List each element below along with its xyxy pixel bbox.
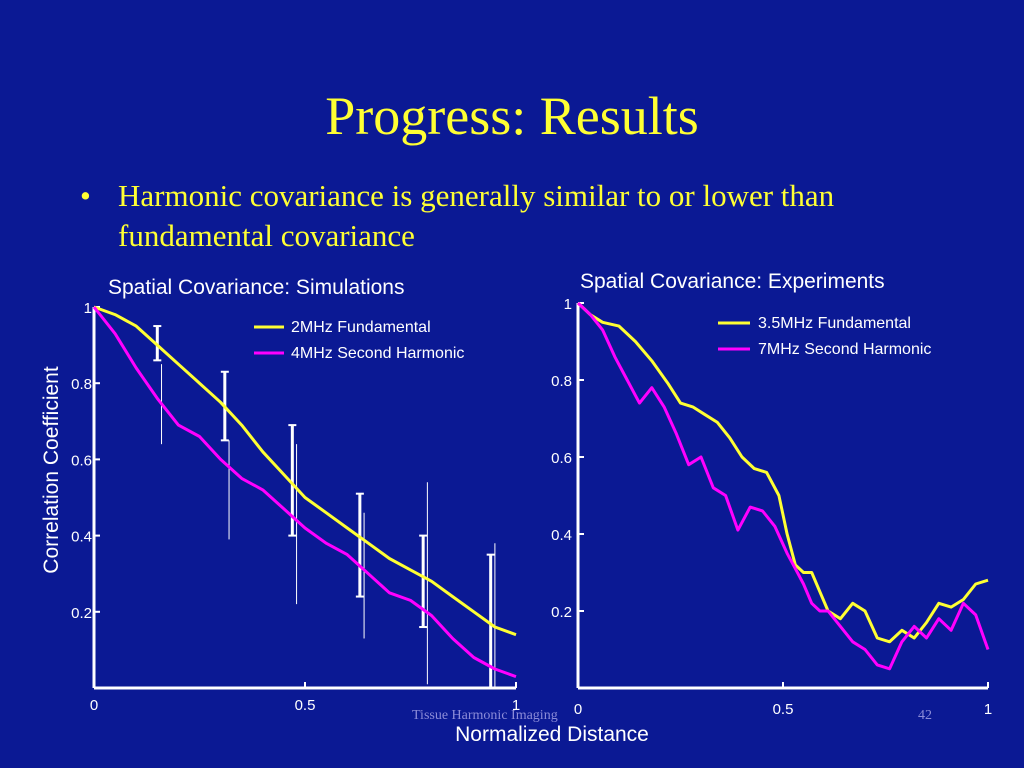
y-tick-label: 0.8 (71, 376, 92, 393)
chart-title-simulations: Spatial Covariance: Simulations (108, 276, 405, 299)
y-tick-label: 1 (564, 296, 572, 313)
y-tick-label: 0.6 (551, 450, 572, 467)
footer-title: Tissue Harmonic Imaging (412, 708, 558, 723)
y-tick-label: 0.2 (551, 604, 572, 621)
y-tick-label: 0.2 (71, 605, 92, 622)
x-tick-label: 0.5 (295, 697, 316, 714)
bullet-marker: • (80, 178, 91, 213)
y-axis-label: Correlation Coefficient (40, 366, 63, 574)
chart-title-experiments: Spatial Covariance: Experiments (580, 270, 885, 293)
series-line (92, 306, 517, 679)
series-line (93, 305, 517, 637)
x-axis-label: Normalized Distance (455, 723, 649, 746)
x-tick-label: 0 (574, 701, 582, 718)
chart-experiments: 0.2 0.4 0.6 0.8 1 0 0.5 1 3.5MHz Fundamental 7MHz… (551, 296, 992, 718)
x-tick-label: 1 (984, 701, 992, 718)
chart-simulations: 0.2 0.4 0.6 0.8 1 0 0.5 1 2MHz Fundamental 4MHz S… (71, 300, 520, 714)
y-tick-label: 0.4 (551, 527, 572, 544)
bullet-text: Harmonic covariance is generally similar… (118, 178, 835, 253)
legend-label: 4MHz Second Harmonic (291, 345, 464, 362)
y-tick-label: 0.4 (71, 529, 92, 546)
y-tick-label: 0.8 (551, 373, 572, 390)
page-number: 42 (918, 708, 932, 723)
slide-title: Progress: Results (325, 86, 699, 146)
x-tick-label: 1 (512, 697, 520, 714)
series-line (576, 301, 990, 671)
legend-label: 2MHz Fundamental (291, 319, 431, 336)
y-tick-label: 1 (84, 300, 92, 317)
x-tick-label: 0.5 (773, 701, 794, 718)
x-tick-label: 0 (90, 697, 98, 714)
legend-label: 7MHz Second Harmonic (758, 341, 931, 358)
y-tick-label: 0.6 (71, 452, 92, 469)
series-line (576, 301, 989, 644)
legend-label: 3.5MHz Fundamental (758, 315, 911, 332)
